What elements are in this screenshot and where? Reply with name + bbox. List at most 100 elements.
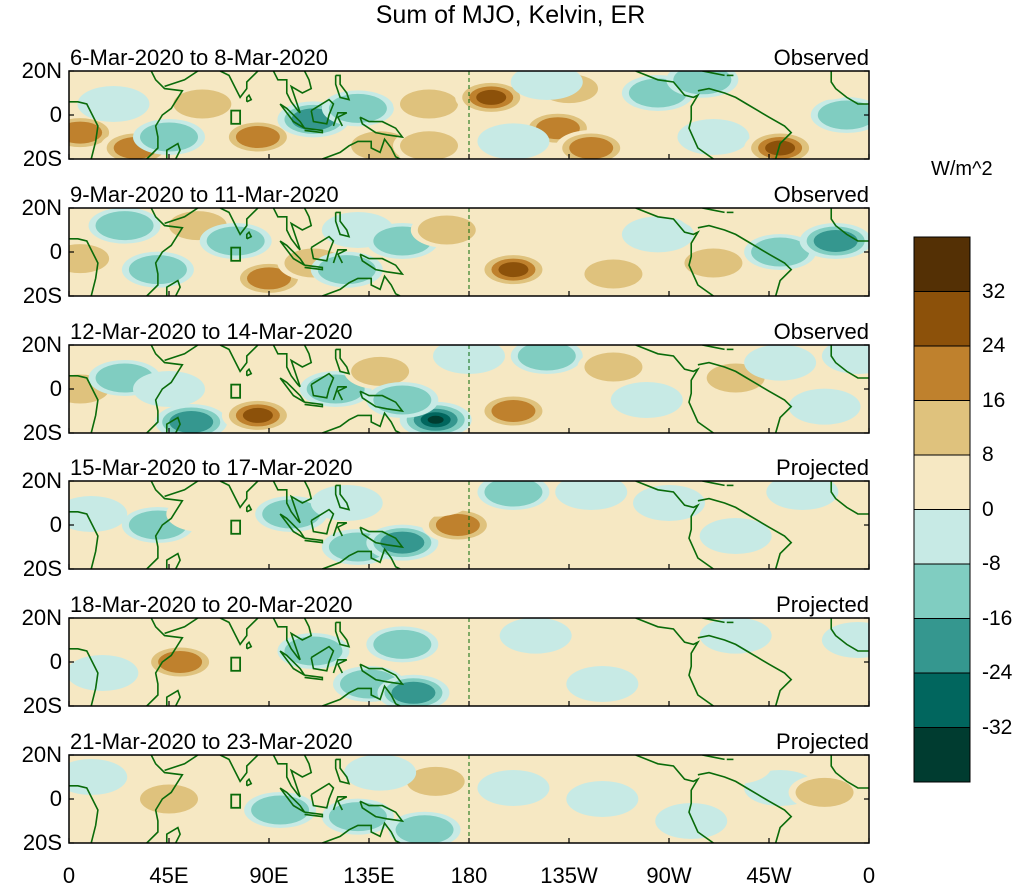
anomaly-contour [817, 100, 869, 130]
coastline [697, 224, 793, 296]
panel-date-range: 21-Mar-2020 to 23-Mar-2020 [70, 729, 353, 754]
anomaly-contour [477, 123, 550, 159]
coastline [322, 547, 401, 569]
coastline [164, 208, 199, 225]
lat-label: 0 [49, 102, 62, 127]
colorbar-unit: W/m^2 [931, 158, 993, 180]
coastline [279, 513, 306, 539]
panel-3 [68, 344, 870, 434]
anomaly-contour [427, 415, 444, 424]
anomaly-contour [158, 651, 203, 673]
coastline [219, 618, 259, 646]
coastline [245, 230, 253, 240]
anomaly-contour [400, 131, 458, 159]
lat-label: 20S [22, 420, 62, 445]
anomaly-contour [510, 524, 583, 561]
coastline [69, 374, 99, 433]
maldives-outline [230, 246, 242, 262]
anomaly-contour [744, 345, 817, 381]
lat-label: 20S [22, 283, 62, 308]
coastline [334, 758, 351, 785]
coastline [635, 755, 714, 843]
coastline [332, 658, 348, 674]
colorbar-label: 8 [982, 443, 994, 466]
coastline [219, 71, 259, 99]
maldives-outline [230, 656, 242, 672]
anomaly-contour [484, 481, 543, 507]
coastline [304, 264, 324, 271]
coastline [635, 618, 714, 706]
coastline [272, 618, 313, 661]
coastline [219, 481, 259, 509]
colorbar-swatch [913, 727, 971, 783]
lon-label: 135W [540, 863, 598, 888]
coastline [146, 755, 184, 843]
coastline [304, 811, 324, 818]
colorbar-swatch [913, 291, 971, 347]
coastline [830, 755, 869, 789]
coastline [697, 771, 793, 843]
panel-date-range: 6-Mar-2020 to 8-Mar-2020 [70, 45, 329, 70]
coastline [304, 401, 324, 408]
lat-label: 20S [22, 556, 62, 581]
coastline [310, 782, 335, 809]
panel-date-range: 15-Mar-2020 to 17-Mar-2020 [70, 455, 353, 480]
anomaly-contour [69, 496, 128, 532]
lon-label: 180 [450, 863, 488, 888]
coastline [279, 787, 306, 813]
lat-label: 20N [21, 195, 62, 220]
colorbar [913, 236, 971, 783]
coastline [830, 481, 869, 515]
coastline [635, 481, 714, 569]
lon-label: 0 [862, 863, 876, 888]
lat-label: 0 [49, 512, 62, 537]
maldives-outline [230, 383, 242, 399]
anomaly-contour [521, 216, 594, 253]
anomaly-contour [566, 666, 639, 702]
coastline [245, 640, 253, 650]
lat-label: 20S [22, 146, 62, 171]
anomaly-contour [821, 622, 869, 658]
coastline [272, 755, 313, 798]
coastline [165, 416, 181, 433]
panel-date-range: 9-Mar-2020 to 11-Mar-2020 [70, 182, 339, 207]
colorbar-label: -16 [982, 606, 1013, 630]
coastline [635, 208, 714, 296]
coastline [219, 208, 259, 236]
anomaly-contour [351, 356, 410, 386]
coastline [334, 348, 351, 375]
coastline [69, 101, 99, 159]
coastline [322, 684, 401, 706]
anomaly-contour [69, 244, 110, 274]
coastline [279, 103, 306, 129]
coastline [310, 372, 335, 399]
maldives-outline [230, 109, 242, 125]
colorbar-swatch [913, 345, 971, 401]
anomaly-contour [69, 759, 128, 795]
anomaly-contour [584, 352, 643, 382]
lat-label: 20N [21, 58, 62, 83]
coastline [69, 238, 99, 296]
coastline [219, 755, 259, 783]
lon-label: 90W [646, 863, 692, 888]
anomaly-contour [795, 777, 854, 807]
coastline [164, 618, 199, 635]
coastline [359, 526, 405, 549]
coastline [359, 800, 405, 823]
coastline [69, 784, 99, 843]
coastline [359, 253, 405, 276]
anomaly-contour [69, 121, 103, 144]
panel-status: Projected [776, 455, 869, 480]
lat-label: 20S [22, 693, 62, 718]
anomaly-contour [765, 140, 796, 156]
lon-label: 135E [343, 863, 395, 888]
coastline [279, 377, 306, 403]
anomaly-contour [813, 230, 858, 252]
colorbar-label: -32 [982, 715, 1013, 739]
anomaly-contour [569, 137, 614, 159]
anomaly-contour [395, 815, 454, 843]
anomaly-contour [788, 71, 861, 100]
coastline [334, 621, 351, 648]
anomaly-contour [406, 766, 465, 796]
colorbar-swatch [913, 400, 971, 456]
